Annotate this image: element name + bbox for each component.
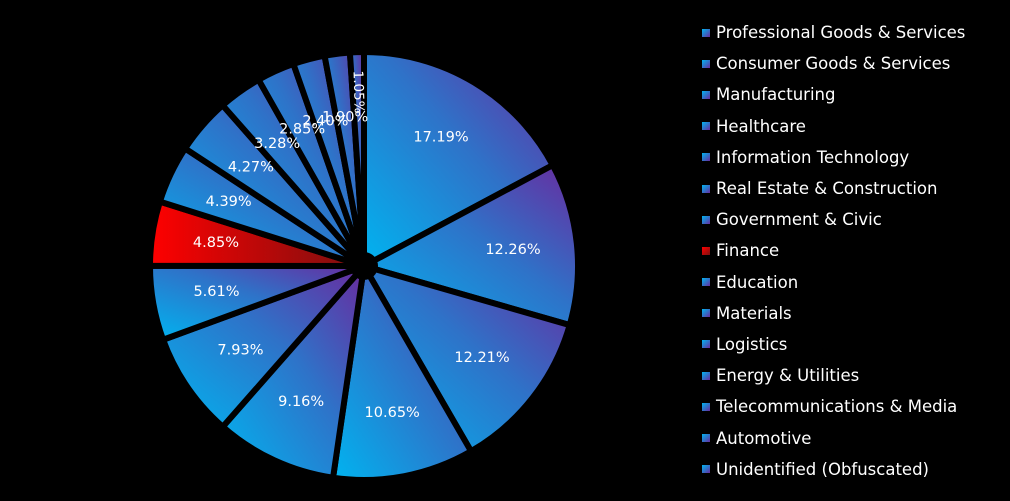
data-label-manufacturing: 12.21% [454,350,509,366]
data-label-logistics: 3.28% [254,136,300,152]
pie-center-hub [350,252,378,280]
legend-label: Real Estate & Construction [716,179,938,199]
legend-item-education: Education [702,267,1002,298]
legend-swatch [702,122,710,131]
legend-swatch [702,59,710,68]
legend-item-automotive: Automotive [702,422,1002,453]
legend-label: Healthcare [716,116,806,136]
legend-label: Energy & Utilities [716,366,860,386]
legend-swatch [702,184,710,193]
legend-swatch [702,465,710,474]
legend-label: Logistics [716,334,788,354]
legend-item-consumer-goods-services: Consumer Goods & Services [702,48,1002,79]
pie-slice-professional-goods-services [361,48,557,272]
legend-item-manufacturing: Manufacturing [702,79,1002,110]
legend-swatch [702,278,710,287]
legend-label: Professional Goods & Services [716,23,966,43]
legend-item-government-civic: Government & Civic [702,204,1002,235]
data-label-government-civic: 5.61% [193,284,239,300]
legend-item-finance: Finance [702,235,1002,266]
legend-item-unidentified-obfuscated: Unidentified (Obfuscated) [702,454,1002,485]
legend-label: Manufacturing [716,85,836,105]
data-label-materials: 4.27% [228,160,274,176]
legend-swatch [702,215,710,224]
legend-label: Information Technology [716,147,910,167]
legend-label: Consumer Goods & Services [716,54,951,74]
legend-label: Materials [716,303,792,323]
legend-label: Automotive [716,428,812,448]
pie-slice-information-technology [218,256,369,482]
legend-swatch [702,309,710,318]
data-label-information-technology: 9.16% [278,394,324,410]
data-label-real-estate-construction: 7.93% [217,343,263,359]
legend-item-professional-goods-services: Professional Goods & Services [702,17,1002,48]
data-label-telecommunications-media: 2.40% [302,113,348,129]
legend-item-healthcare: Healthcare [702,111,1002,142]
legend-swatch [702,402,710,411]
legend-item-materials: Materials [702,298,1002,329]
legend: Professional Goods & Services Consumer Go… [702,17,1002,485]
legend-item-logistics: Logistics [702,329,1002,360]
legend-label: Government & Civic [716,210,882,230]
pie-slice-healthcare [329,257,476,483]
legend-label: Unidentified (Obfuscated) [716,459,929,479]
legend-label: Finance [716,241,780,261]
legend-label: Telecommunications & Media [716,397,958,417]
legend-item-energy-utilities: Energy & Utilities [702,360,1002,391]
legend-swatch [702,246,710,255]
data-label-healthcare: 10.65% [365,405,420,421]
data-label-consumer-goods-services: 12.26% [485,242,540,258]
data-label-education: 4.39% [206,194,252,210]
legend-label: Education [716,272,799,292]
data-label-automotive: 1.90% [322,109,368,125]
legend-item-information-technology: Information Technology [702,142,1002,173]
legend-swatch [702,371,710,380]
pie-slice-consumer-goods-services [356,161,581,329]
legend-item-telecommunications-media: Telecommunications & Media [702,391,1002,422]
pie-slice-manufacturing [357,261,574,456]
data-label-energy-utilities: 2.85% [279,122,325,138]
pie-slice-unidentified-obfuscated [346,48,367,267]
data-label-professional-goods-services: 17.19% [413,130,468,146]
legend-swatch [702,434,710,443]
legend-swatch [702,340,710,349]
legend-item-real-estate-construction: Real Estate & Construction [702,173,1002,204]
data-label-unidentified-obfuscated: 1.05% [350,70,367,114]
legend-swatch [702,28,710,37]
legend-swatch [702,90,710,99]
data-label-finance: 4.85% [193,235,239,251]
legend-swatch [702,153,710,162]
